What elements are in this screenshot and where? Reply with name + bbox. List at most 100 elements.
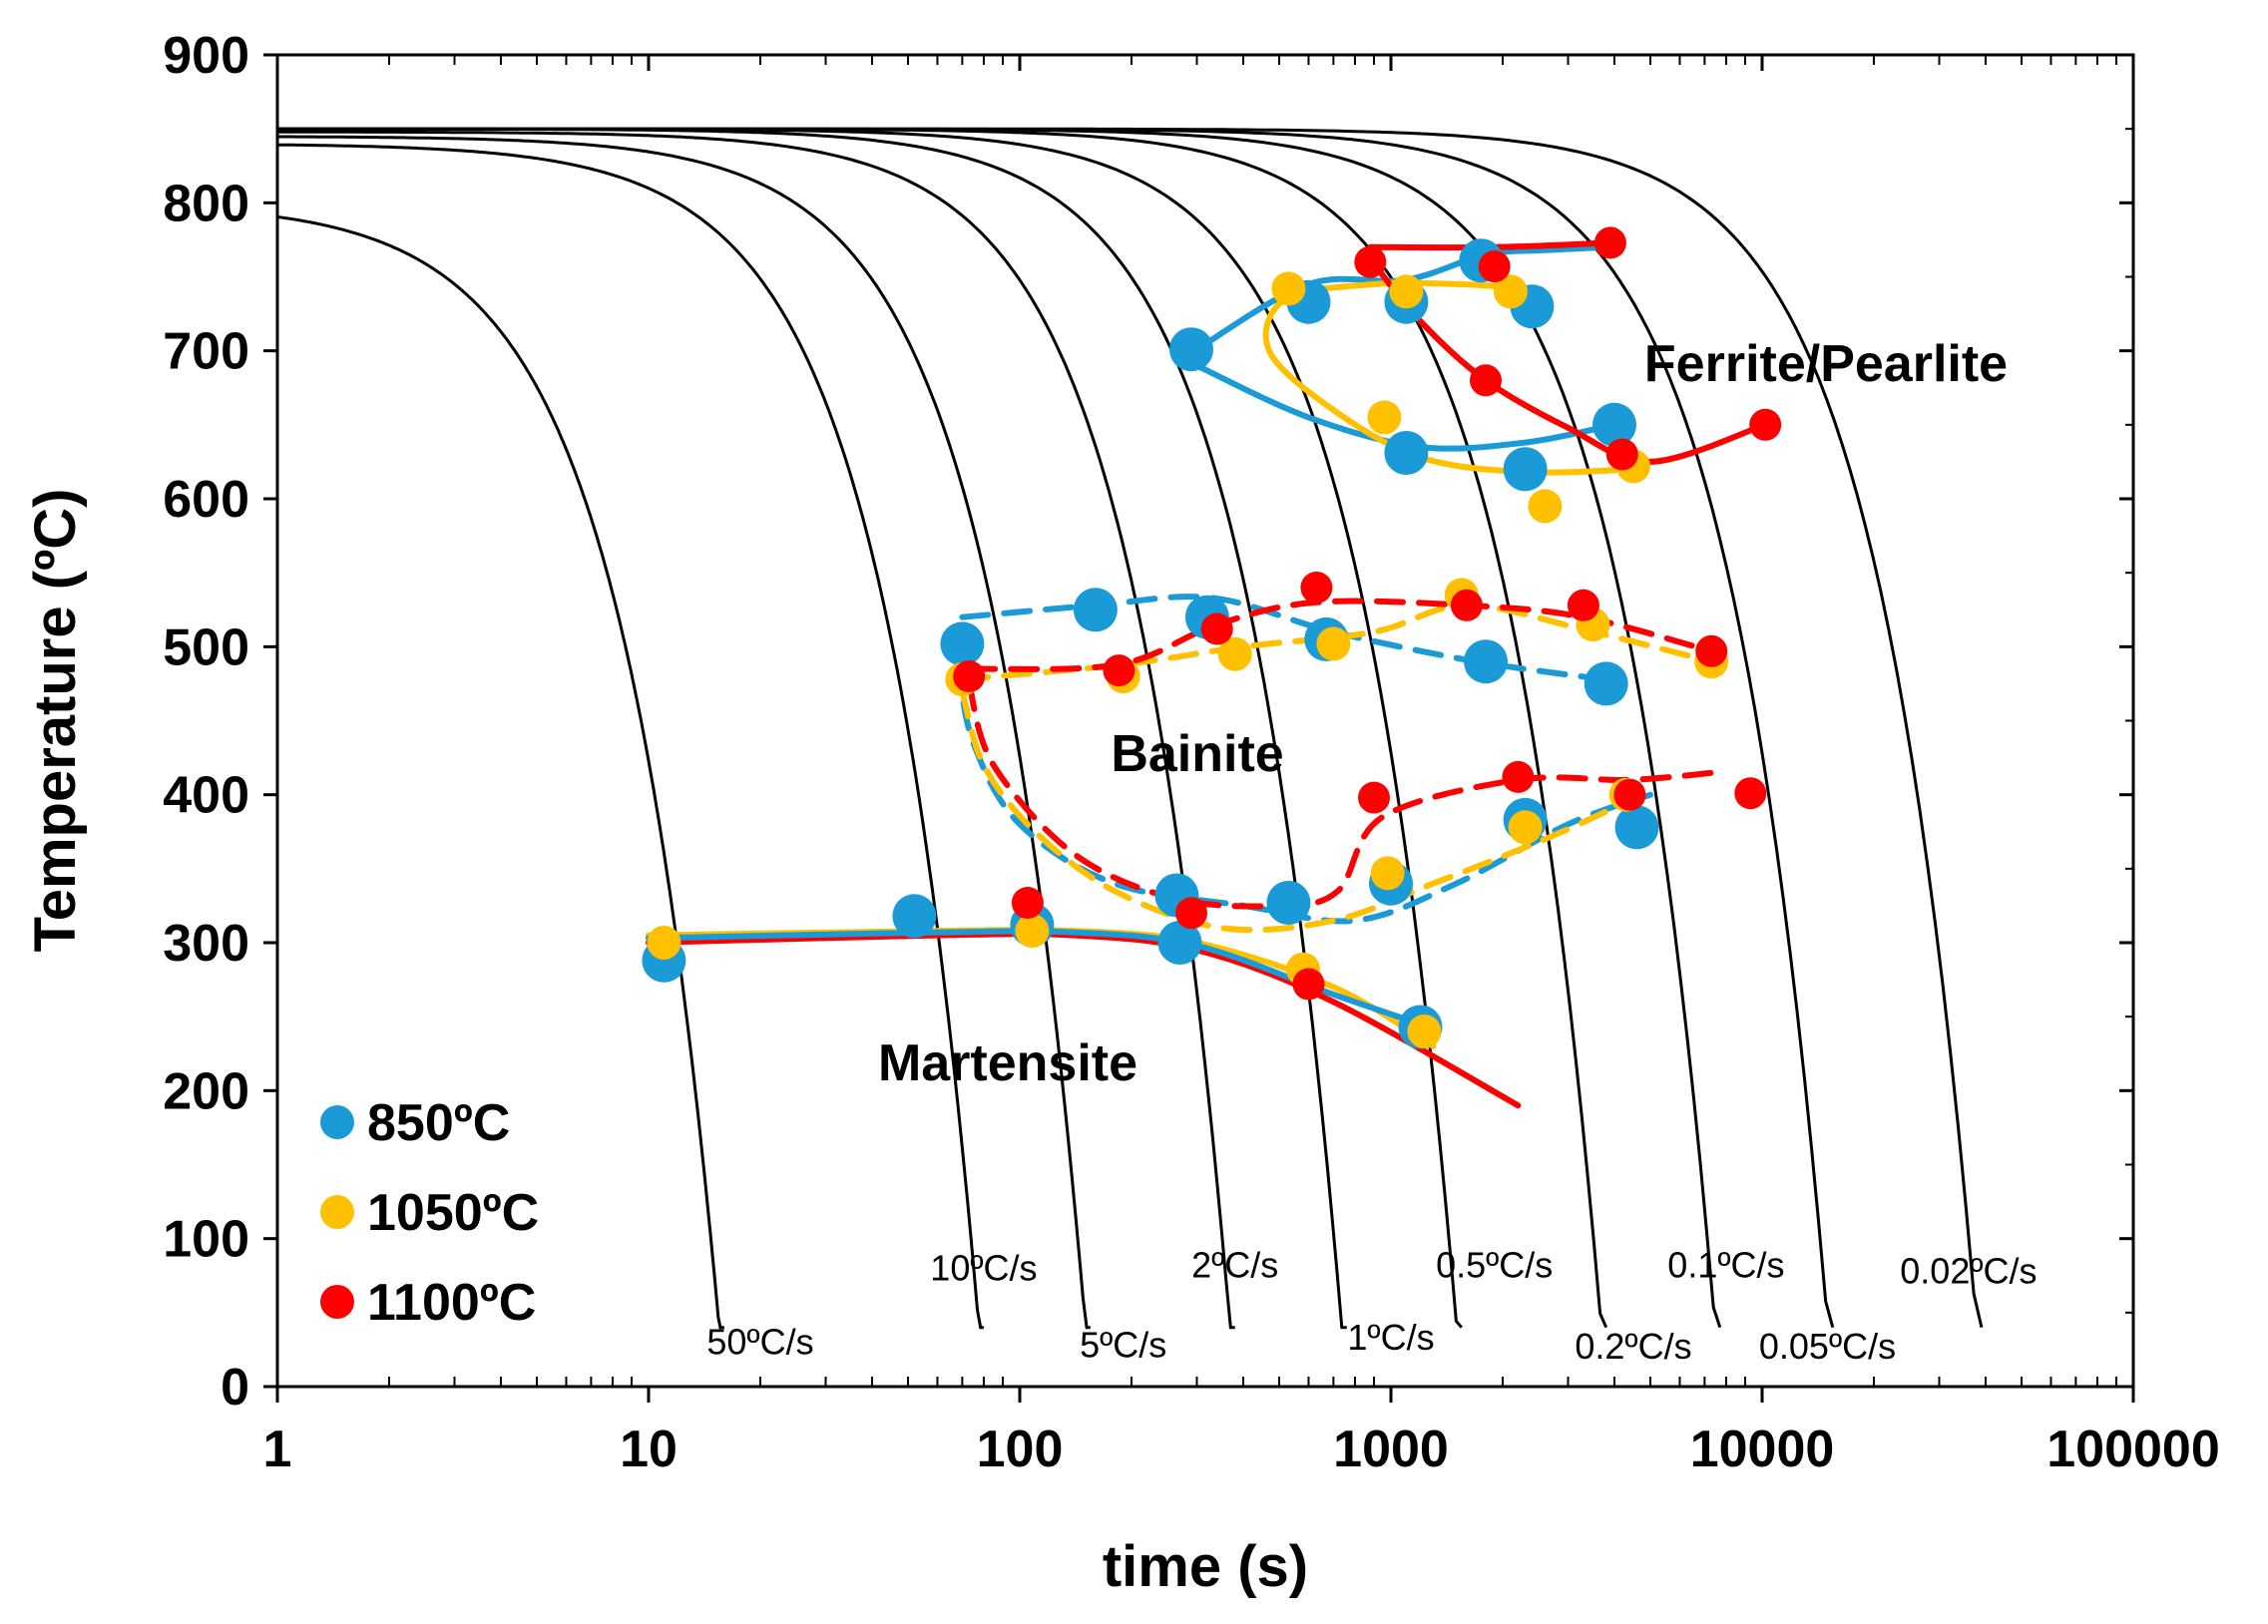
- data-point: [1367, 400, 1402, 435]
- data-point: [1292, 968, 1325, 1001]
- legend-item: 850ºC: [320, 1094, 510, 1152]
- phase-boundary-line: [646, 928, 1424, 1027]
- legend-item: 1050ºC: [320, 1184, 539, 1242]
- cooling-rate-label: 0.02ºC/s: [1900, 1250, 2037, 1291]
- data-point: [1464, 639, 1508, 684]
- data-point: [1271, 271, 1306, 306]
- data-point: [940, 621, 985, 666]
- data-point: [1407, 1015, 1442, 1048]
- data-point: [1614, 805, 1659, 850]
- y-axis-title: Temperature (ºC): [23, 489, 88, 953]
- plot-area: [277, 55, 2133, 1387]
- data-point: [1593, 226, 1626, 259]
- data-point: [1493, 274, 1528, 309]
- x-tick-label: 10: [620, 1421, 678, 1478]
- data-point: [1358, 781, 1390, 814]
- legend-marker-1100: [320, 1285, 354, 1319]
- y-tick-label: 200: [163, 1062, 249, 1120]
- data-point: [1567, 589, 1599, 621]
- legend-label-1100: 1100ºC: [367, 1274, 536, 1332]
- cooling-curve: [277, 135, 1091, 1330]
- phase-boundary-line: [1367, 255, 1769, 465]
- data-point: [1073, 588, 1118, 632]
- data-point: [1508, 810, 1543, 845]
- x-tick-label: 10000: [1690, 1421, 1835, 1478]
- phase-boundary-line: [966, 680, 1719, 910]
- y-tick-label: 800: [163, 175, 249, 232]
- data-point: [1613, 778, 1646, 811]
- cooling-curves: [276, 127, 1984, 1330]
- cooling-rate-label: 5ºC/s: [1080, 1325, 1166, 1366]
- legend: 850ºC 1050ºC 1100ºC: [320, 1094, 539, 1332]
- data-point: [1528, 489, 1563, 524]
- data-point: [1354, 245, 1387, 278]
- legend-marker-1050: [320, 1195, 354, 1229]
- cooling-rate-label: 0.2ºC/s: [1575, 1326, 1691, 1367]
- data-point: [1478, 250, 1511, 283]
- phase-boundary-line: [646, 931, 1522, 1109]
- data-point: [1015, 914, 1050, 949]
- rate-labels: 50ºC/s 10ºC/s 5ºC/s 2ºC/s 1ºC/s0.5ºC/s 0.2ºC/…: [706, 1244, 2037, 1367]
- cooling-rate-label: 0.05ºC/s: [1759, 1326, 1896, 1367]
- legend-item: 1100ºC: [320, 1274, 536, 1332]
- data-point: [1200, 612, 1233, 645]
- cooling-curve: [276, 214, 724, 1330]
- x-tick-label: 100000: [2046, 1421, 2220, 1478]
- data-point: [1605, 438, 1638, 471]
- x-axis-title: time (s): [1103, 1534, 1308, 1599]
- phase-boundary-line: [959, 687, 1629, 934]
- x-tick-label: 1: [263, 1421, 292, 1478]
- y-tick-label: 700: [163, 323, 249, 381]
- y-tick-label: 900: [163, 27, 249, 85]
- legend-label-1050: 1050ºC: [367, 1184, 539, 1242]
- cooling-curve: [276, 143, 984, 1330]
- cooling-rate-label: 1ºC/s: [1347, 1317, 1434, 1358]
- cooling-curve: [277, 130, 1235, 1330]
- data-point: [1011, 887, 1044, 919]
- cooling-curve: [277, 127, 1984, 1329]
- data-point: [1103, 654, 1135, 687]
- data-point: [1749, 408, 1782, 441]
- region-label-bainite: Bainite: [1111, 725, 1283, 783]
- cooling-rate-label: 2ºC/s: [1191, 1244, 1278, 1285]
- y-tick-label: 100: [163, 1211, 249, 1269]
- data-points: [642, 226, 1782, 1049]
- data-point: [1734, 777, 1767, 810]
- data-point: [1592, 402, 1636, 447]
- data-point: [1389, 274, 1424, 309]
- data-point: [1584, 661, 1628, 706]
- cooling-rate-label: 10ºC/s: [930, 1247, 1037, 1288]
- x-tick-label: 1000: [1333, 1421, 1449, 1478]
- data-point: [1384, 431, 1429, 475]
- data-point: [1503, 447, 1548, 492]
- axes: 0 100 200 300 400 500 600 700 800 900 1 10 100 1000 10…: [163, 27, 2220, 1478]
- region-label-martensite: Martensite: [878, 1034, 1137, 1092]
- data-point: [1175, 897, 1207, 930]
- cooling-rate-label: 0.5ºC/s: [1436, 1244, 1553, 1285]
- data-point: [1266, 881, 1311, 925]
- x-tick-label: 100: [977, 1421, 1064, 1478]
- data-point: [953, 660, 986, 692]
- legend-label-850: 850ºC: [367, 1094, 510, 1152]
- data-point: [1450, 589, 1483, 621]
- data-point: [647, 926, 681, 960]
- data-point: [1695, 634, 1728, 667]
- legend-marker-850: [320, 1105, 354, 1139]
- data-point: [1316, 626, 1351, 661]
- cooling-rate-label: 0.1ºC/s: [1667, 1244, 1784, 1285]
- data-point: [1502, 760, 1535, 793]
- cooling-rate-label: 50ºC/s: [706, 1322, 813, 1363]
- data-point: [1157, 921, 1202, 965]
- data-point: [1470, 364, 1502, 397]
- y-tick-label: 0: [221, 1359, 249, 1417]
- y-tick-label: 400: [163, 767, 249, 825]
- data-point: [1370, 856, 1405, 891]
- data-point: [892, 894, 937, 939]
- y-tick-label: 300: [163, 915, 249, 973]
- y-tick-label: 500: [163, 618, 249, 676]
- data-point: [1300, 572, 1333, 604]
- region-label-ferrite: Ferrite/Pearlite: [1644, 335, 2008, 393]
- data-point: [1217, 636, 1252, 671]
- data-point: [1169, 327, 1213, 372]
